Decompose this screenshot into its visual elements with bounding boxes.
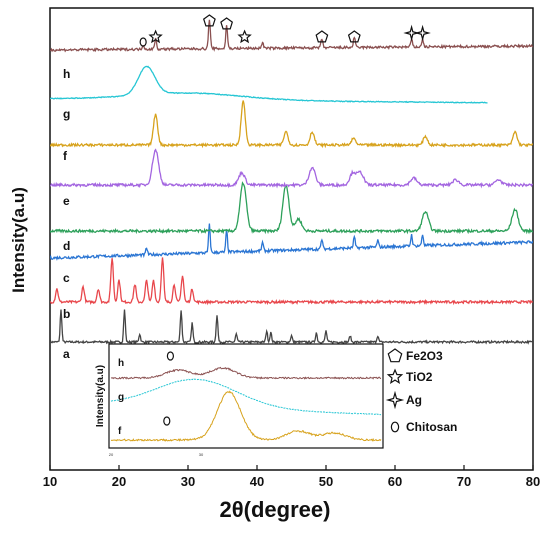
inset-x-tick-label: 30 <box>199 452 204 457</box>
trace-c <box>50 223 533 261</box>
star-icon <box>386 368 404 384</box>
legend-label: TiO2 <box>406 370 433 384</box>
trace-label-h: h <box>63 67 70 81</box>
legend-entry: TiO2 <box>386 368 433 384</box>
trace-label-c: c <box>63 271 70 285</box>
x-tick-label: 10 <box>43 474 57 489</box>
trace-b <box>50 257 533 306</box>
inset-chitosan-marker <box>163 416 171 426</box>
legend-entry: Fe2O3 <box>387 348 443 363</box>
inset-traces <box>110 366 382 442</box>
x-axis-label: 2θ(degree) <box>220 497 331 522</box>
legend-label: Fe2O3 <box>406 349 443 363</box>
peak-marker-circle <box>139 37 147 47</box>
legend-label: Ag <box>406 393 422 407</box>
inset-y-axis-label: Intensity(a.u) <box>95 365 106 427</box>
inset-x-tick-label: 20 <box>109 452 114 457</box>
peak-marker-four-point-star <box>414 24 431 42</box>
trace-d <box>50 181 533 235</box>
legend-label: Chitosan <box>406 420 457 434</box>
legend-entry: Ag <box>385 390 422 410</box>
trace-label-e: e <box>63 194 70 208</box>
trace-label-d: d <box>63 239 70 253</box>
inset-trace-f <box>110 390 382 442</box>
trace-labels: h g f e d c b a <box>63 67 70 361</box>
trace-label-b: b <box>63 307 70 321</box>
x-tick-label: 80 <box>526 474 540 489</box>
trace-a <box>50 309 533 345</box>
trace-h <box>50 19 533 53</box>
peak-markers <box>139 14 431 47</box>
y-axis-label: Intensity(a.u) <box>9 187 28 293</box>
peak-marker-pentagon <box>347 30 361 43</box>
x-tick-label: 30 <box>181 474 195 489</box>
inset-trace-g <box>110 378 382 416</box>
peak-marker-pentagon <box>220 17 234 30</box>
inset-chitosan-marker <box>166 351 174 361</box>
inset-trace-label-f: f <box>118 426 122 437</box>
trace-g <box>50 65 488 104</box>
peak-marker-star <box>237 29 252 44</box>
inset-annotations: h g f 20 30 <box>109 351 204 457</box>
inset-trace-label-g: g <box>118 392 124 403</box>
x-tick-label: 50 <box>319 474 333 489</box>
legend-entry: Chitosan <box>390 420 457 434</box>
pentagon-icon <box>387 348 403 363</box>
trace-label-f: f <box>63 149 68 163</box>
inset-trace-label-h: h <box>118 358 124 369</box>
peak-marker-pentagon <box>315 30 329 43</box>
x-tick-label: 70 <box>457 474 471 489</box>
legend: Fe2O3 TiO2 Ag Chitosan <box>385 348 457 434</box>
peak-marker-pentagon <box>202 14 216 27</box>
circle-icon <box>390 421 400 433</box>
four-point-star-icon <box>385 390 405 410</box>
x-axis-ticks: 10 20 30 40 50 60 70 80 <box>43 465 540 489</box>
x-tick-label: 40 <box>250 474 264 489</box>
trace-f <box>50 100 533 149</box>
peak-marker-four-point-star <box>403 24 420 42</box>
x-tick-label: 20 <box>112 474 126 489</box>
trace-label-a: a <box>63 347 70 361</box>
trace-e <box>50 148 533 189</box>
trace-label-g: g <box>63 107 70 121</box>
inset-trace-h <box>110 366 382 380</box>
xrd-traces <box>50 19 533 345</box>
peak-marker-star <box>148 29 163 44</box>
x-tick-label: 60 <box>388 474 402 489</box>
